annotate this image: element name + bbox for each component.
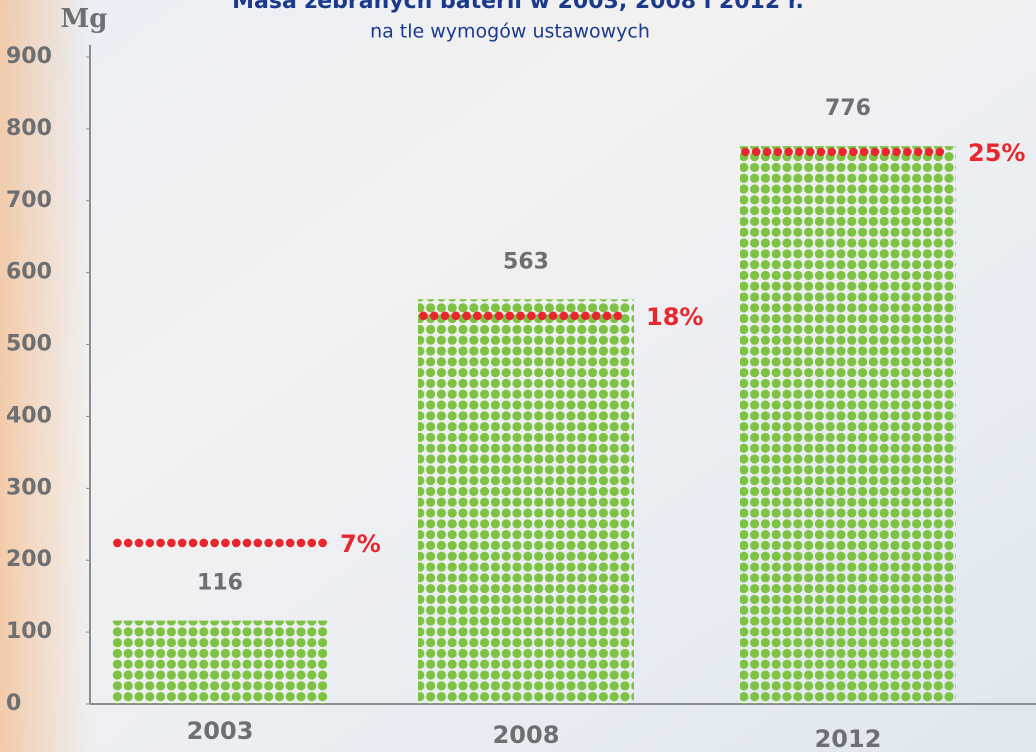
y-axis-label: Mg — [61, 4, 108, 34]
x-tick-label: 2012 — [815, 725, 882, 752]
value-label: 563 — [503, 249, 549, 274]
chart-title: Masa zebranych baterii w 2003, 2008 i 20… — [232, 0, 804, 14]
bar — [418, 299, 634, 704]
y-tick-label: 100 — [6, 619, 52, 644]
value-label: 776 — [825, 96, 871, 121]
value-label: 116 — [197, 571, 243, 596]
y-tick-label: 200 — [6, 547, 52, 572]
y-tick-label: 400 — [6, 403, 52, 428]
y-tick-label: 0 — [6, 691, 21, 716]
bar — [740, 146, 956, 704]
x-tick-label: 2003 — [187, 717, 254, 745]
chart-subtitle: na tle wymogów ustawowych — [370, 21, 650, 43]
requirement-label: 25% — [968, 139, 1025, 167]
requirement-label: 7% — [340, 530, 381, 558]
chart: Masa zebranych baterii w 2003, 2008 i 20… — [0, 0, 1036, 752]
y-tick-label: 800 — [6, 116, 52, 141]
x-tick-label: 2008 — [493, 721, 560, 749]
y-tick-label: 700 — [6, 188, 52, 213]
y-tick-label: 900 — [6, 44, 52, 69]
y-tick-label: 300 — [6, 475, 52, 500]
bar — [112, 621, 328, 704]
y-tick-label: 500 — [6, 332, 52, 357]
requirement-label: 18% — [646, 303, 703, 331]
y-tick-label: 600 — [6, 260, 52, 285]
